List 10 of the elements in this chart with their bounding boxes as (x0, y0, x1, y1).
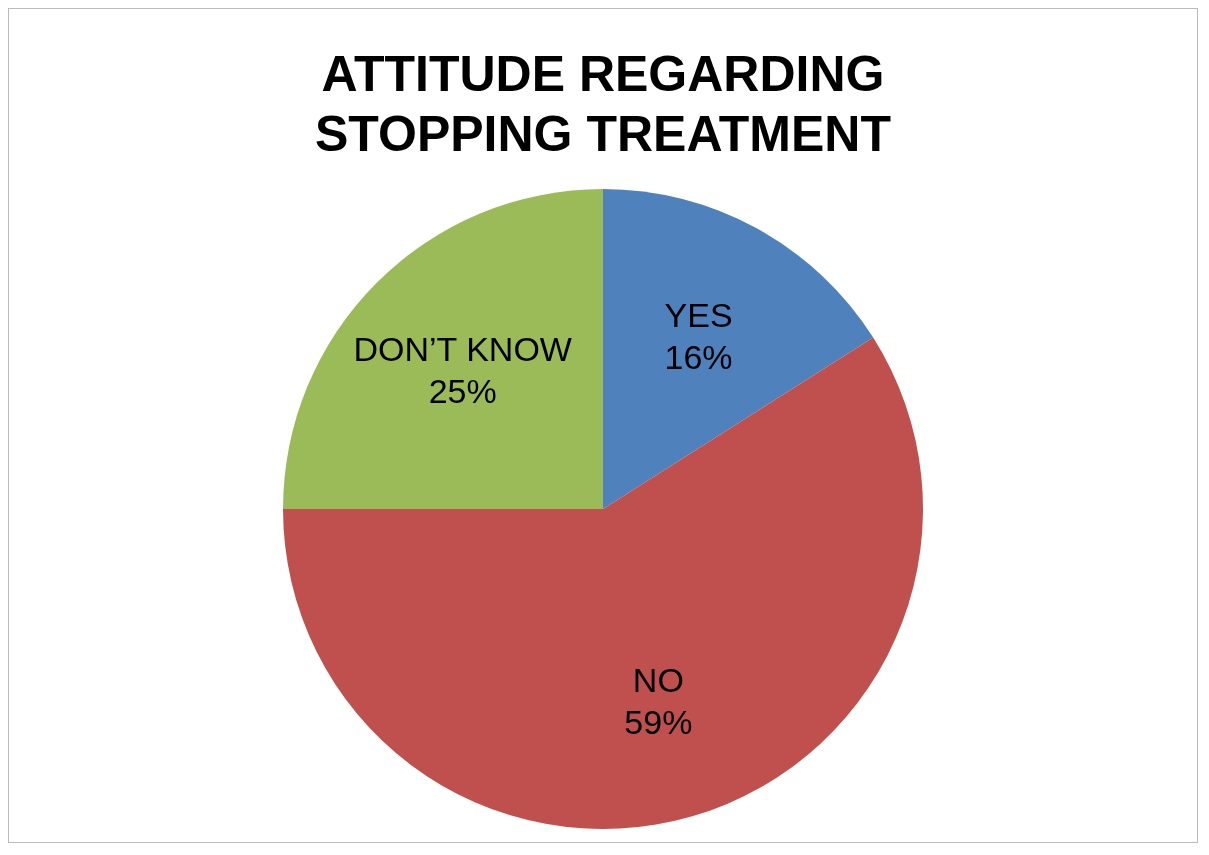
slice-label: NO (632, 660, 684, 699)
slice-label: YES (664, 296, 733, 335)
pie-slice (603, 189, 874, 509)
slice-label: DON’T KNOW (353, 329, 572, 368)
data-label: 16% (664, 338, 733, 377)
pie-slice (283, 337, 923, 829)
data-label: 25% (428, 371, 497, 410)
data-label: 59% (624, 702, 693, 741)
chart-title: ATTITUDE REGARDING STOPPING TREATMENT (314, 45, 892, 164)
pie-slice (283, 189, 603, 509)
